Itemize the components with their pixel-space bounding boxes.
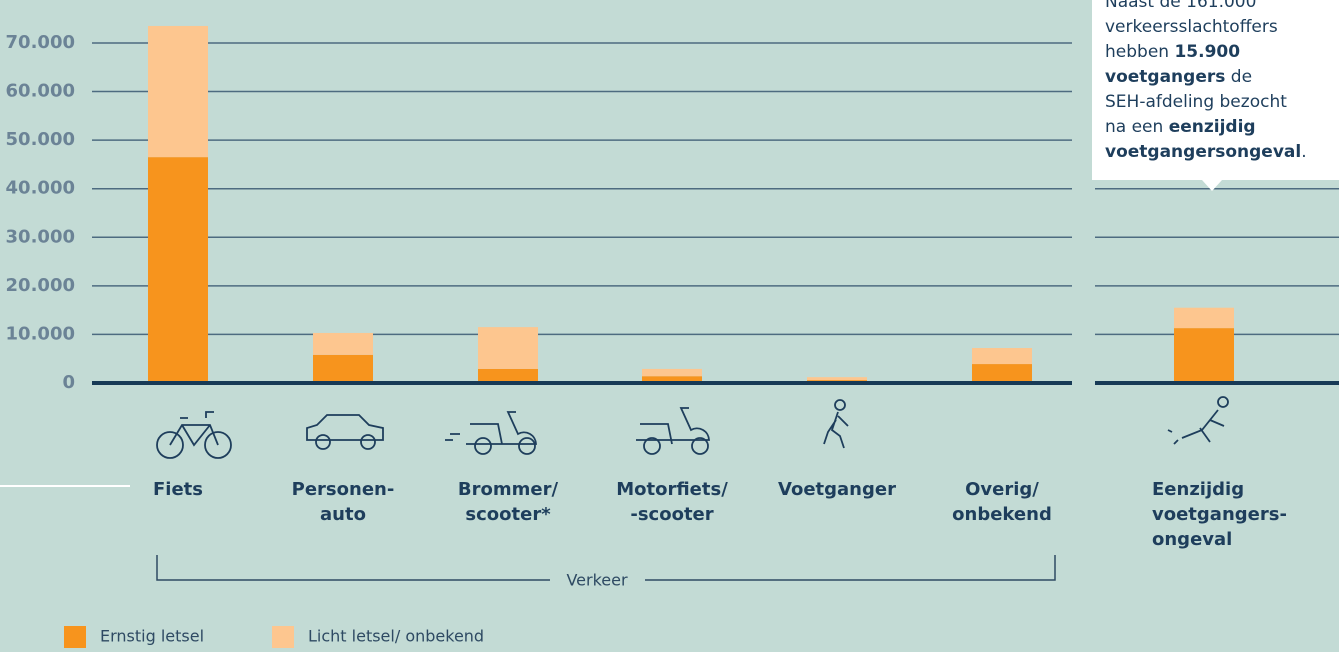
- annotation-line: na een eenzijdig: [1105, 117, 1256, 137]
- annotation-line: voetgangersongeval.: [1105, 142, 1307, 162]
- annotation-line: Naast de 161.000: [1105, 0, 1256, 12]
- x-tick-label: -scooter: [630, 504, 713, 525]
- bar-segment: [148, 157, 208, 383]
- y-tick-label: 10.000: [6, 323, 75, 344]
- legend-label: Licht letsel/ onbekend: [308, 627, 484, 646]
- bar-segment: [972, 348, 1032, 365]
- bar-segment: [478, 327, 538, 369]
- annotation: Naast de 161.000 verkeersslachtoffers hebb…: [1105, 0, 1307, 162]
- x-tick-label: auto: [320, 504, 366, 525]
- x-tick-label: onbekend: [952, 504, 1052, 525]
- annotation-text: 15.900: [1174, 42, 1240, 62]
- x-tick-label: Eenzijdig: [1152, 479, 1244, 500]
- legend-label: Ernstig letsel: [100, 627, 204, 646]
- annotation-text: voetgangersongeval: [1105, 142, 1301, 162]
- y-tick-label: 20.000: [6, 275, 75, 296]
- annotation-line: verkeersslachtoffers: [1105, 17, 1278, 37]
- annotation-text: SEH-afdeling bezocht: [1105, 92, 1287, 112]
- annotation-text: de: [1225, 67, 1252, 87]
- x-tick-label: Fiets: [153, 479, 203, 500]
- x-tick-label: ongeval: [1152, 529, 1232, 550]
- x-tick-label: Personen-: [292, 479, 395, 500]
- icons: [156, 396, 1229, 459]
- annotation-text: hebben: [1105, 42, 1174, 62]
- annotation-text: .: [1301, 142, 1306, 162]
- y-tick-label: 70.000: [6, 32, 75, 53]
- bar-segment: [642, 376, 702, 383]
- x-tick-label: scooter*: [465, 504, 551, 525]
- annotation-line: voetgangers de: [1105, 67, 1252, 87]
- y-tick-label: 30.000: [6, 226, 75, 247]
- group-label: Verkeer: [566, 571, 628, 590]
- annotation-text: voetgangers: [1105, 67, 1225, 87]
- annotation-text: verkeersslachtoffers: [1105, 17, 1278, 37]
- category-labels: Fiets Personen-auto Brommer/scooter* Motorf…: [153, 479, 1287, 550]
- bar-segment: [148, 25, 208, 158]
- x-tick-label: Overig/: [965, 479, 1039, 500]
- group-bracket: [156, 555, 1056, 581]
- x-tick-label: voetgangers-: [1152, 504, 1287, 525]
- bar-segment: [313, 332, 373, 355]
- x-tick-label: Brommer/: [458, 479, 559, 500]
- annotation-text: eenzijdig: [1169, 117, 1256, 137]
- annotation-text: Naast de 161.000: [1105, 0, 1256, 12]
- legend: Ernstig letsel Licht letsel/ onbekend: [64, 626, 484, 648]
- x-tick-label: Motorfiets/: [616, 479, 728, 500]
- bar-segment: [1174, 307, 1234, 329]
- bar-segment: [478, 368, 538, 383]
- bar-segment: [972, 364, 1032, 383]
- bar-segment: [1174, 328, 1234, 383]
- y-tick-label: 80.000: [6, 0, 75, 4]
- bar-segment: [313, 354, 373, 383]
- y-tick-label: 60.000: [6, 81, 75, 102]
- legend-swatch: [64, 626, 86, 648]
- annotation-text: na een: [1105, 117, 1169, 137]
- annotation-line: SEH-afdeling bezocht: [1105, 92, 1287, 112]
- y-tick-label: 0: [62, 372, 75, 393]
- annotation-box: [1092, 0, 1339, 191]
- bar-segment: [642, 368, 702, 377]
- y-tick-label: 50.000: [6, 129, 75, 150]
- bar-segment: [807, 377, 867, 381]
- legend-swatch: [272, 626, 294, 648]
- x-tick-label: Voetganger: [778, 479, 896, 500]
- y-tick-label: 40.000: [6, 178, 75, 199]
- annotation-line: hebben 15.900: [1105, 42, 1240, 62]
